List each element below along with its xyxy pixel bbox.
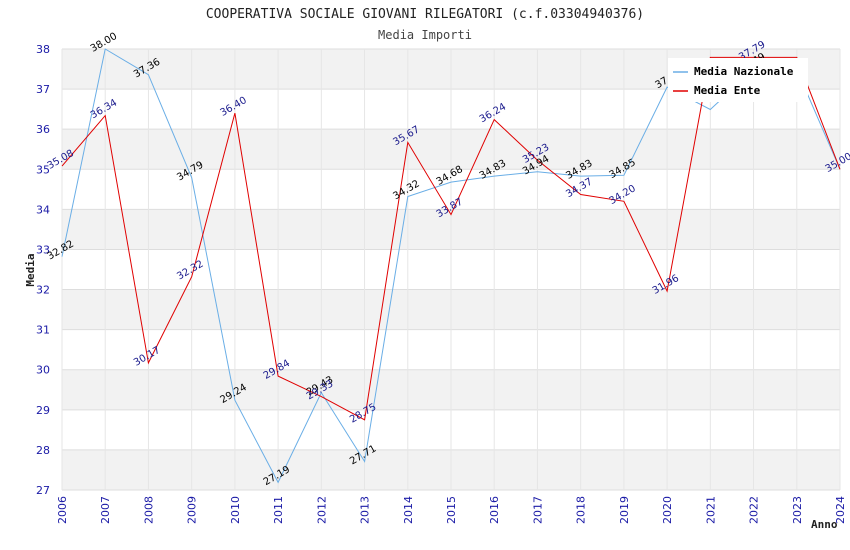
y-tick-label: 32 xyxy=(36,284,50,297)
series-lines xyxy=(61,48,841,484)
series-line-media-nazionale xyxy=(61,48,841,484)
y-axis-label: Media xyxy=(24,253,37,286)
y-tick-label: 27 xyxy=(36,484,50,497)
y-tick-label: 31 xyxy=(36,324,50,337)
legend-box xyxy=(668,58,808,102)
chart-subtitle: Media Importi xyxy=(378,28,472,42)
y-axis-ticks: 27 28 29 30 31 32 33 34 35 36 37 38 xyxy=(36,43,50,497)
y-tick-label: 38 xyxy=(36,43,50,56)
legend: Media Nazionale Media Ente xyxy=(668,58,808,102)
x-tick-label: 2021 xyxy=(704,496,717,524)
x-axis-ticks: 2006 2007 2008 2009 2010 2011 2012 2013 2014 2015… xyxy=(56,496,847,524)
x-tick-label: 2008 xyxy=(142,496,155,524)
data-label: 36.40 xyxy=(218,95,248,119)
y-tick-label: 35 xyxy=(36,163,50,176)
x-tick-label: 2019 xyxy=(618,496,631,524)
x-tick-label: 2015 xyxy=(445,496,458,524)
x-tick-label: 2014 xyxy=(402,496,415,524)
x-axis-label: Anno xyxy=(811,518,838,531)
legend-label-media-nazionale: Media Nazionale xyxy=(694,65,794,78)
x-tick-label: 2007 xyxy=(99,496,112,524)
chart-title: COOPERATIVA SOCIALE GIOVANI RILEGATORI (… xyxy=(206,7,644,22)
y-tick-label: 30 xyxy=(36,364,50,377)
y-tick-label: 34 xyxy=(36,203,50,216)
x-tick-label: 2016 xyxy=(488,496,501,524)
x-tick-label: 2022 xyxy=(748,496,761,524)
x-tick-label: 2020 xyxy=(661,496,674,524)
data-label: 30.17 xyxy=(132,345,162,369)
series-line-media-ente xyxy=(61,56,841,421)
y-tick-label: 28 xyxy=(36,444,50,457)
x-tick-label: 2011 xyxy=(272,496,285,524)
y-tick-label: 37 xyxy=(36,83,50,96)
y-tick-label: 33 xyxy=(36,243,50,256)
x-tick-label: 2009 xyxy=(186,496,199,524)
x-tick-label: 2018 xyxy=(575,496,588,524)
x-tick-label: 2010 xyxy=(229,496,242,524)
legend-label-media-ente: Media Ente xyxy=(694,84,761,97)
y-tick-label: 29 xyxy=(36,404,50,417)
data-label: 34.20 xyxy=(607,183,637,207)
x-tick-label: 2012 xyxy=(315,496,328,524)
x-tick-label: 2024 xyxy=(834,496,847,524)
data-label: 32.82 xyxy=(46,239,76,263)
y-tick-label: 36 xyxy=(36,123,50,136)
x-tick-label: 2013 xyxy=(359,496,372,524)
x-tick-label: 2006 xyxy=(56,496,69,524)
gridlines xyxy=(61,48,841,491)
x-tick-label: 2017 xyxy=(531,496,544,524)
x-tick-label: 2023 xyxy=(791,496,804,524)
data-label: 34.32 xyxy=(391,178,421,202)
